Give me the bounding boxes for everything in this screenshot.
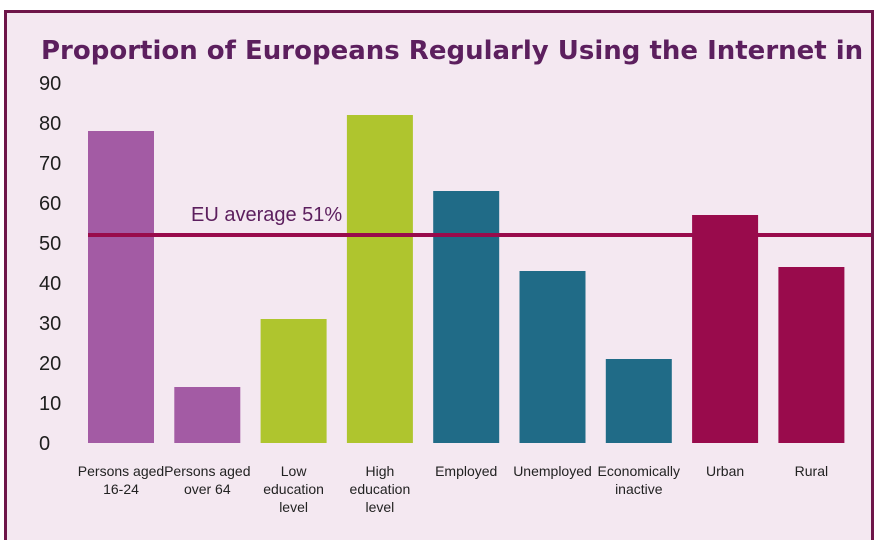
y-tick-label: 0 <box>39 433 50 455</box>
y-tick-label: 60 <box>39 193 61 215</box>
category-label: Unemployed <box>513 463 592 479</box>
y-tick-label: 80 <box>39 113 61 135</box>
chart-canvas: Proportion of Europeans Regularly Using … <box>39 36 871 515</box>
category-label: Low education level <box>263 463 324 515</box>
bar <box>346 115 413 443</box>
category-label: High education level <box>350 463 411 515</box>
category-label: Persons aged 16-24 <box>78 463 164 497</box>
y-axis: 0 10 20 30 40 50 60 70 80 90 <box>39 73 61 455</box>
category-label: Employed <box>435 463 497 479</box>
category-label: Rural <box>795 463 828 479</box>
bar <box>260 319 327 443</box>
y-tick-label: 40 <box>39 273 61 295</box>
bar <box>519 271 586 443</box>
y-tick-label: 70 <box>39 153 61 175</box>
y-tick-label: 90 <box>39 73 61 95</box>
y-tick-label: 30 <box>39 313 61 335</box>
eu-average-label: EU average 51% <box>191 204 342 226</box>
chart-title: Proportion of Europeans Regularly Using … <box>41 36 871 66</box>
y-tick-label: 50 <box>39 233 61 255</box>
bar <box>778 267 845 443</box>
bar <box>605 359 672 443</box>
y-tick-label: 10 <box>39 393 61 415</box>
chart-frame: Proportion of Europeans Regularly Using … <box>4 10 874 540</box>
eu-average-reference: EU average 51% <box>88 204 871 237</box>
category-label: Economically inactive <box>598 463 680 497</box>
bar <box>433 191 500 443</box>
bar <box>692 215 759 443</box>
bar <box>88 131 154 443</box>
y-tick-label: 20 <box>39 353 61 375</box>
bar-series <box>88 115 845 443</box>
bar <box>174 387 241 443</box>
category-label: Persons aged over 64 <box>164 463 250 497</box>
category-label: Urban <box>706 463 744 479</box>
